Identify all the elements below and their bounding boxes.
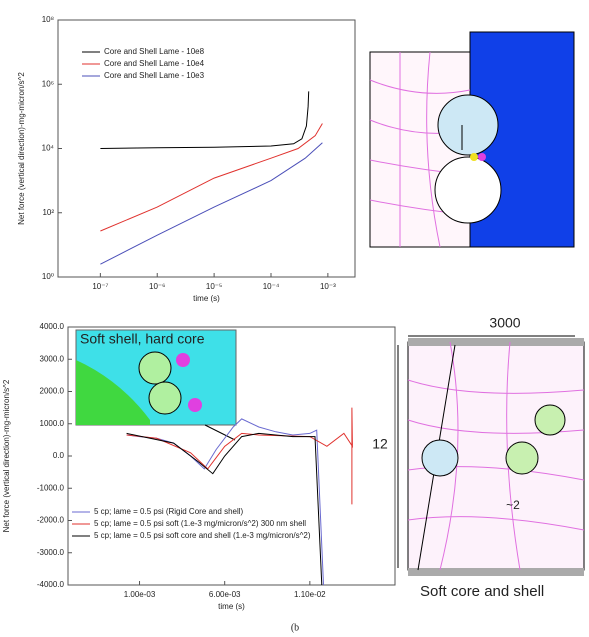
legend-label: Core and Shell Lame - 10e4 <box>104 59 205 68</box>
x-tick-label: 10⁻⁷ <box>92 282 108 291</box>
mesh-diagram-bottom: 3000 12 ~2 Soft core and shell <box>372 315 585 600</box>
legend-label: 5 cp; lame = 0.5 psi soft (1.e-3 mg/micr… <box>94 519 306 528</box>
inset-label: Soft shell, hard core <box>80 331 205 347</box>
mesh-diagram-top <box>369 31 575 248</box>
width-label: 3000 <box>489 315 520 331</box>
y-tick-label: 10⁴ <box>42 144 55 153</box>
inset-image: Soft shell, hard core <box>75 329 237 441</box>
y-tick-label: 2000.0 <box>40 387 65 396</box>
data-line <box>100 123 323 232</box>
data-line <box>100 91 310 149</box>
x-tick-label: 1.10e-02 <box>294 590 326 599</box>
y-tick-label: 3000.0 <box>40 354 65 363</box>
legend-label: Core and Shell Lame - 10e8 <box>104 47 205 56</box>
y-tick-label: 10⁰ <box>42 272 54 281</box>
y-tick-label: 1000.0 <box>40 419 65 428</box>
y-tick-label: 10² <box>42 208 54 217</box>
y-axis-label: Net force (vertical direction)-mg-micron… <box>17 72 26 225</box>
y-tick-label: -2000.0 <box>37 516 65 525</box>
x-tick-label: 6.00e-03 <box>209 590 241 599</box>
legend-label: Core and Shell Lame - 10e3 <box>104 71 205 80</box>
legend-label: 5 cp; lame = 0.5 psi soft core and shell… <box>94 531 311 540</box>
x-tick-label: 1.00e-03 <box>124 590 156 599</box>
panel-label: (b <box>291 622 299 633</box>
x-tick-label: 10⁻⁵ <box>206 282 222 291</box>
x-tick-label: 10⁻³ <box>320 282 336 291</box>
y-tick-label: 10⁸ <box>42 15 54 24</box>
x-tick-label: 10⁻⁶ <box>149 282 165 291</box>
y-tick-label: 0.0 <box>53 451 65 460</box>
caption: Soft core and shell <box>420 583 544 600</box>
x-tick-label: 10⁻⁴ <box>263 282 280 291</box>
y-tick-label: 10⁶ <box>42 79 54 88</box>
y-tick-label: 4000.0 <box>40 322 65 331</box>
x-axis-label: time (s) <box>193 294 220 303</box>
data-line <box>126 418 324 586</box>
y-tick-label: -4000.0 <box>37 580 65 589</box>
x-axis-label: time (s) <box>218 602 245 611</box>
y-axis-label: Net force (vertical direction)-mg-micron… <box>2 379 11 532</box>
legend-label: 5 cp; lame = 0.5 psi (Rigid Core and she… <box>94 507 244 516</box>
y-tick-label: -3000.0 <box>37 548 65 557</box>
data-line <box>126 432 323 586</box>
gap-label: ~2 <box>506 498 520 512</box>
height-label: 12 <box>372 436 388 452</box>
y-tick-label: -1000.0 <box>37 483 65 492</box>
data-line <box>126 407 353 505</box>
data-line <box>100 142 323 265</box>
